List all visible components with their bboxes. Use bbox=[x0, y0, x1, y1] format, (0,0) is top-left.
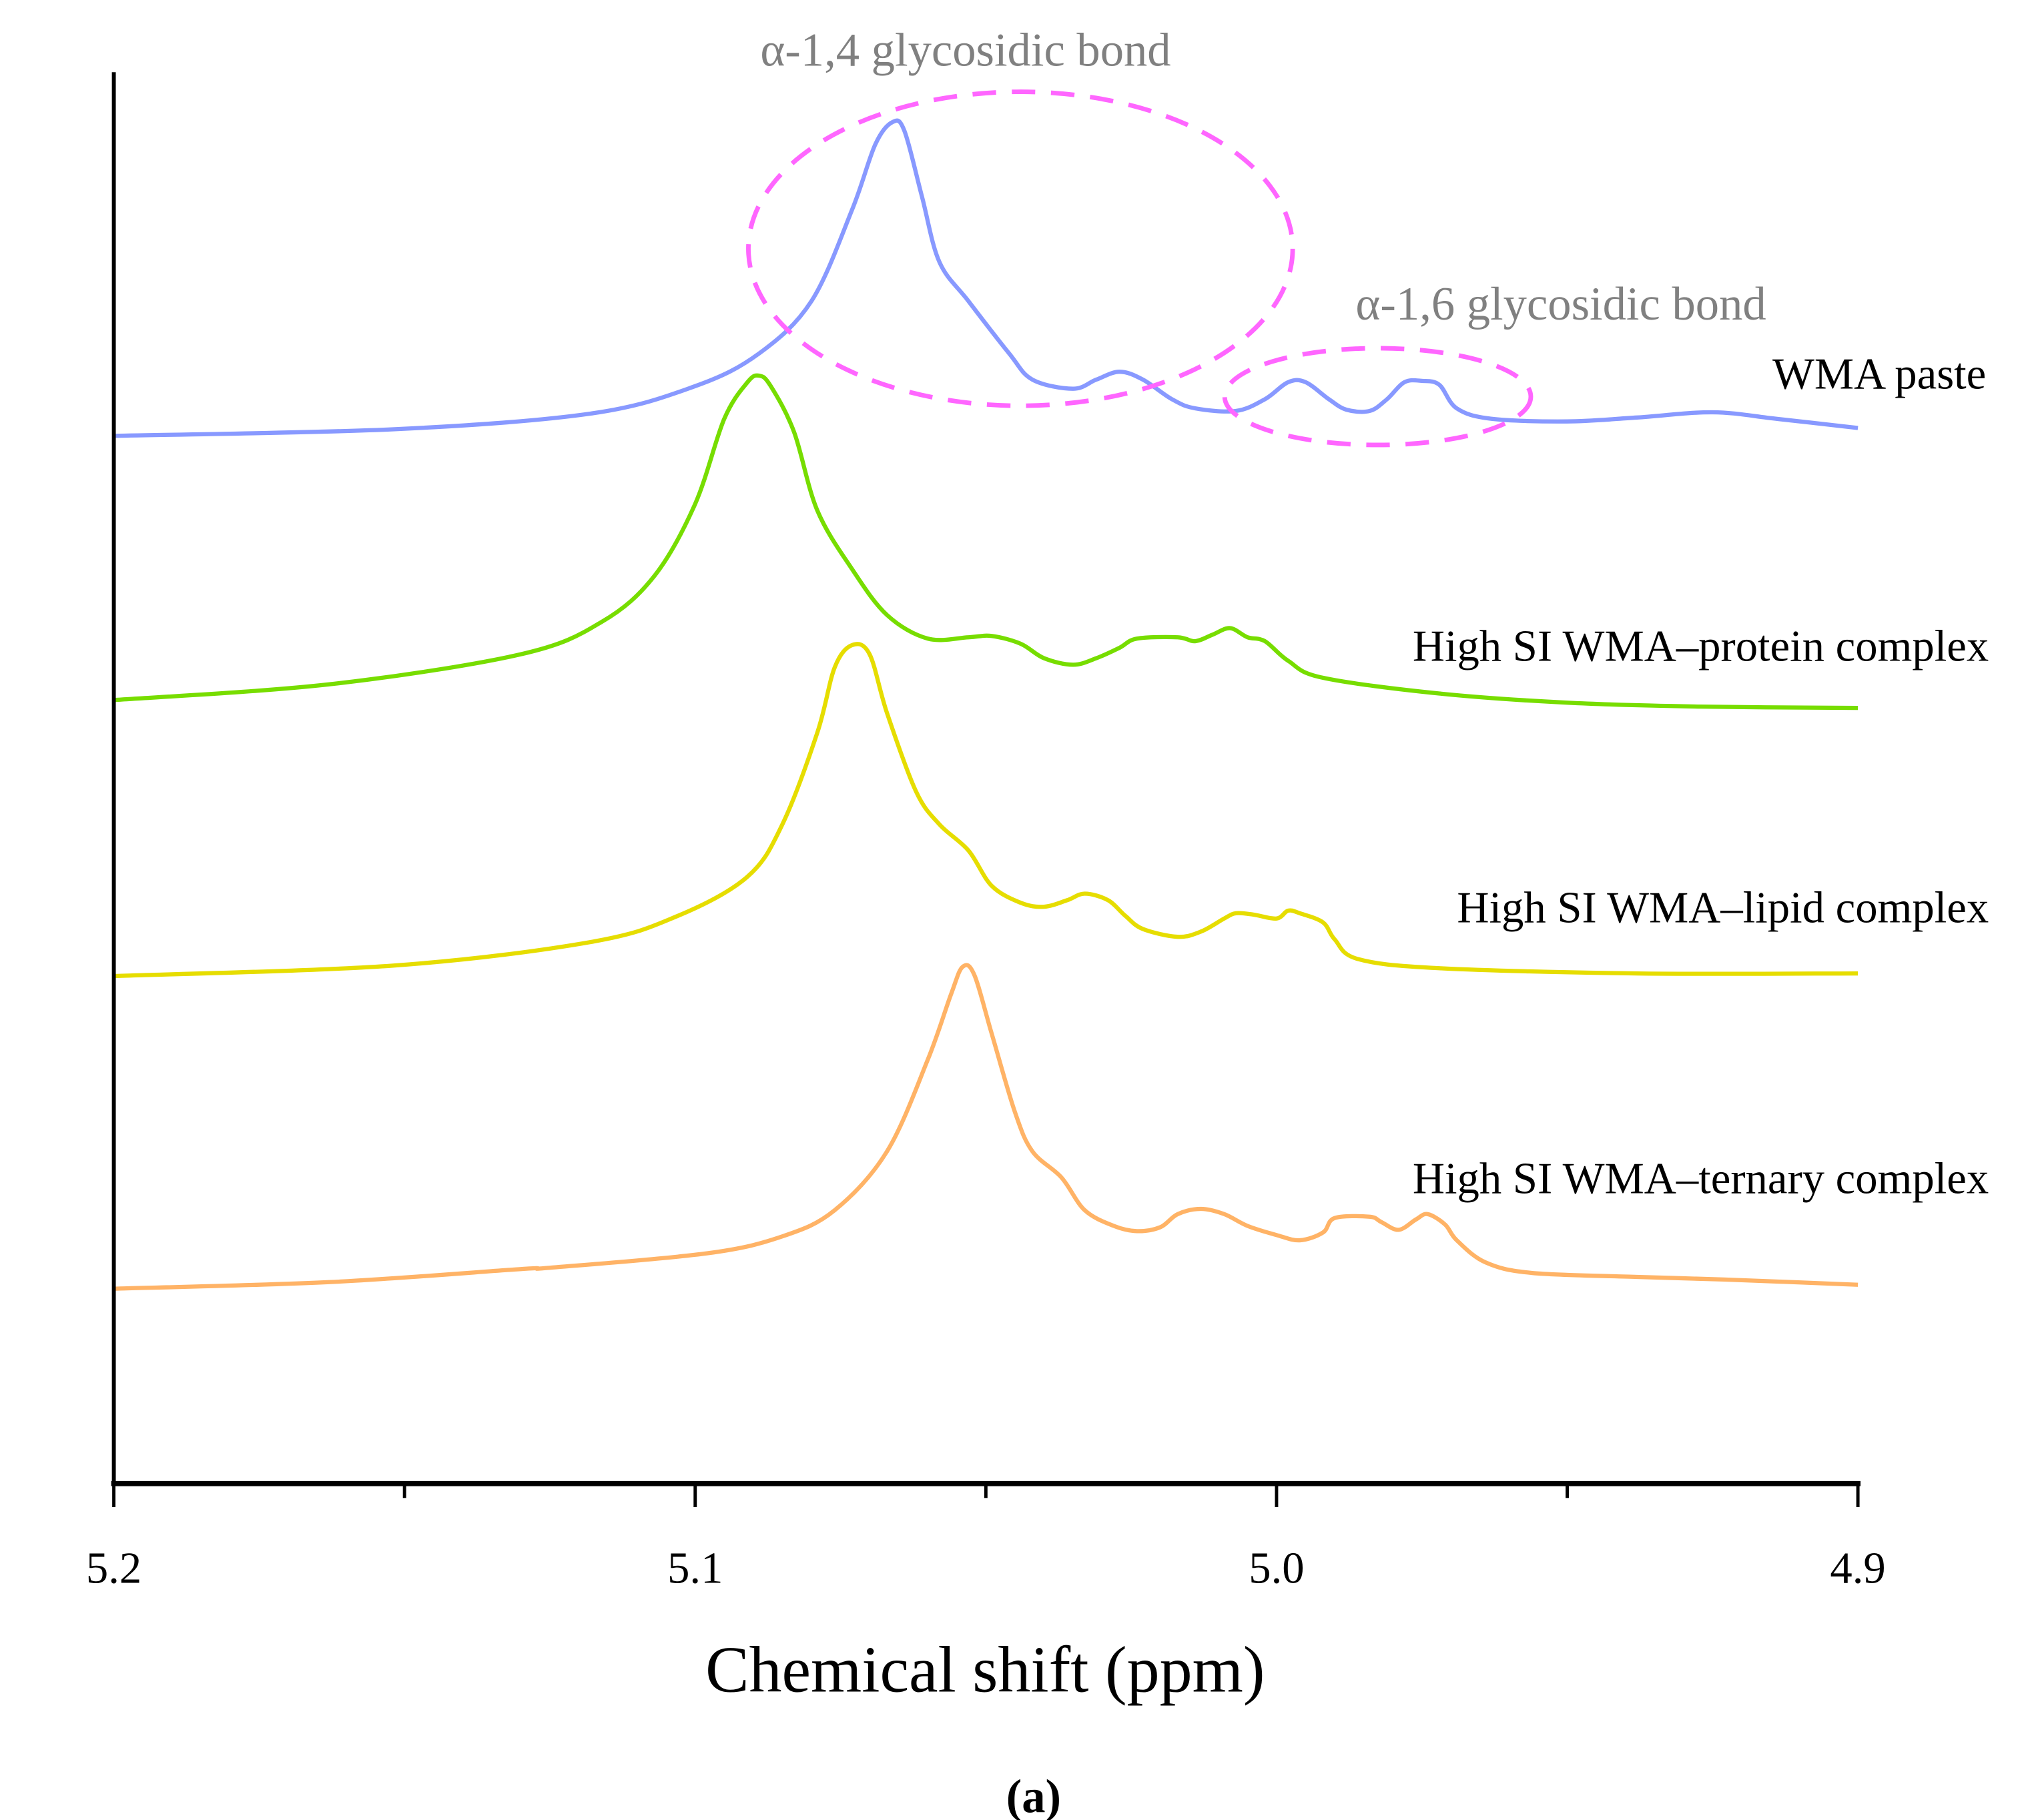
panel-label: (a) bbox=[1006, 1771, 1061, 1820]
x-tick-label: 5.2 bbox=[86, 1544, 141, 1593]
spectrum-line-0 bbox=[113, 118, 1858, 438]
x-tick-label: 4.9 bbox=[1830, 1544, 1885, 1593]
spectrum-line-3 bbox=[113, 963, 1858, 1291]
x-axis-ticks: 5.2 5.1 5.0 4.9 bbox=[86, 1483, 1886, 1593]
series-label-lipid-complex: High SI WMA–lipid complex bbox=[1457, 884, 1989, 933]
alpha-1-6-ellipse bbox=[1222, 346, 1534, 448]
annotation-alpha-1-6-label: α-1,6 glycosidic bond bbox=[1355, 278, 1766, 330]
x-tick-label: 5.0 bbox=[1249, 1544, 1304, 1593]
series-label-protein-complex: High SI WMA–protein complex bbox=[1413, 622, 1989, 670]
annotation-ellipses bbox=[746, 89, 1534, 448]
annotation-alpha-1-4-label: α-1,4 glycosidic bond bbox=[760, 24, 1170, 76]
series-label-ternary-complex: High SI WMA–ternary complex bbox=[1413, 1154, 1989, 1203]
spectrum-line-1 bbox=[113, 373, 1858, 711]
series-label-wma-paste: WMA paste bbox=[1772, 350, 1986, 399]
x-tick-label: 5.1 bbox=[667, 1544, 723, 1593]
spectra-curves bbox=[113, 118, 1858, 1291]
spectrum-line-2 bbox=[113, 642, 1858, 979]
alpha-1-4-ellipse bbox=[746, 89, 1295, 408]
x-axis-title: Chemical shift (ppm) bbox=[705, 1634, 1265, 1706]
